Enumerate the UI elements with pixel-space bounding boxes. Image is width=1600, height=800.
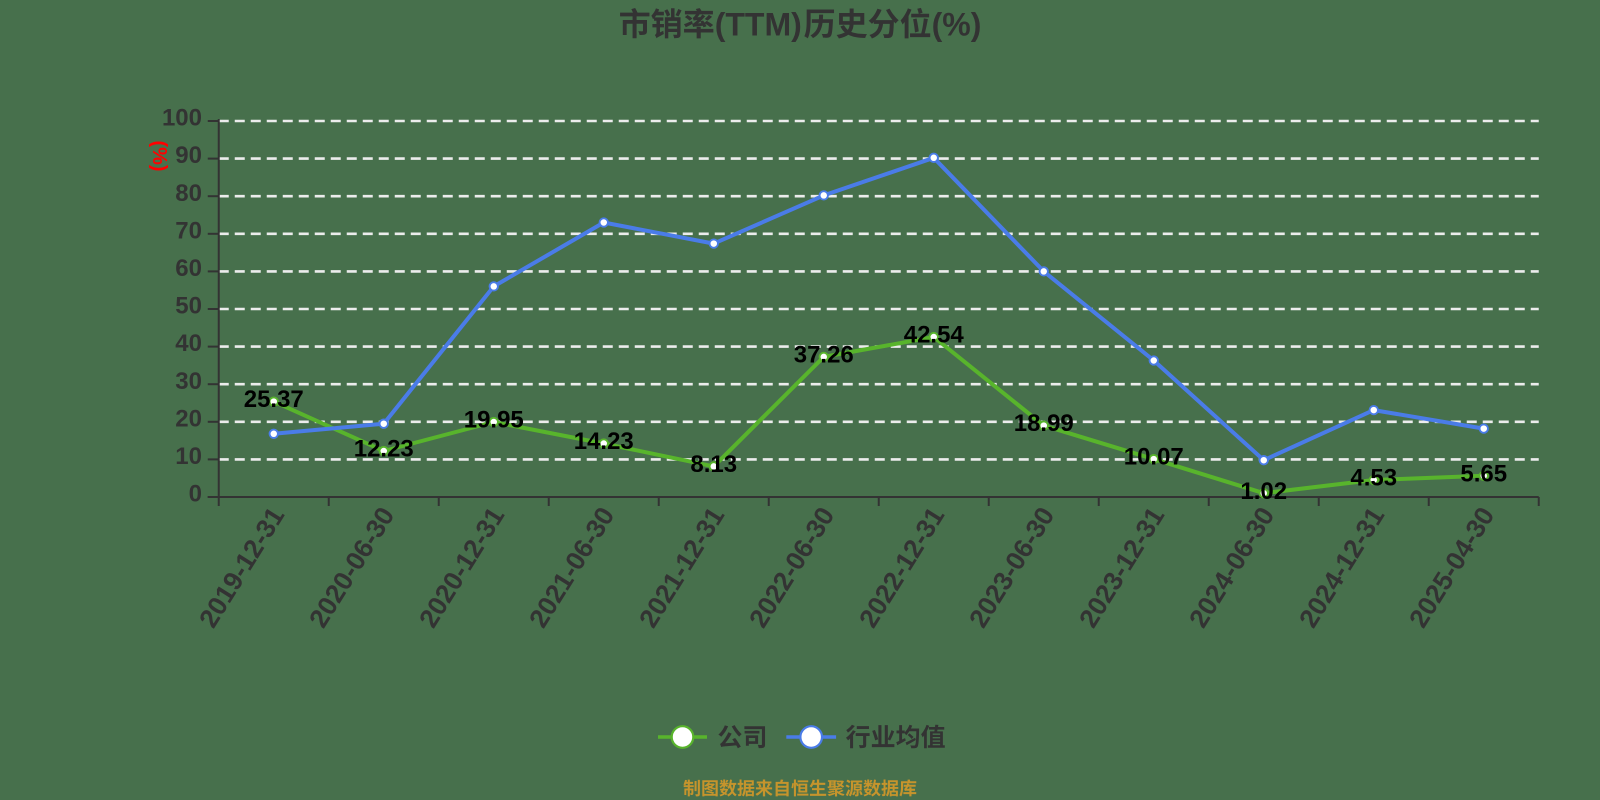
svg-text:19.95: 19.95 (464, 407, 524, 434)
svg-text:5.65: 5.65 (1460, 460, 1507, 487)
svg-text:2024-12-31: 2024-12-31 (1293, 502, 1390, 633)
svg-text:2023-06-30: 2023-06-30 (963, 502, 1060, 633)
svg-text:(TTM): (TTM) (715, 7, 802, 43)
svg-text:10: 10 (175, 443, 202, 470)
svg-text:8.13: 8.13 (690, 451, 737, 478)
svg-text:100: 100 (162, 105, 202, 132)
svg-text:42.54: 42.54 (904, 322, 965, 349)
svg-text:25.37: 25.37 (244, 386, 304, 413)
svg-text:2019-12-31: 2019-12-31 (193, 502, 290, 633)
svg-text:2022-12-31: 2022-12-31 (853, 502, 950, 633)
svg-text:2024-06-30: 2024-06-30 (1183, 502, 1280, 633)
svg-text:10.07: 10.07 (1124, 444, 1184, 471)
svg-text:37.26: 37.26 (794, 342, 854, 369)
svg-text:30: 30 (175, 368, 202, 395)
svg-text:(%): (%) (932, 7, 982, 43)
svg-text:2020-06-30: 2020-06-30 (303, 502, 400, 633)
svg-text:1.02: 1.02 (1240, 478, 1287, 505)
svg-text:14.23: 14.23 (574, 428, 634, 455)
svg-text:40: 40 (175, 330, 202, 357)
svg-text:(%): (%) (148, 140, 170, 171)
svg-text:2023-12-31: 2023-12-31 (1073, 502, 1170, 633)
svg-text:90: 90 (175, 142, 202, 169)
svg-text:12.23: 12.23 (354, 436, 414, 463)
svg-text:2021-12-31: 2021-12-31 (633, 502, 730, 633)
svg-text:0: 0 (189, 481, 202, 508)
svg-text:60: 60 (175, 255, 202, 282)
svg-text:2020-12-31: 2020-12-31 (413, 502, 510, 633)
svg-text:80: 80 (175, 180, 202, 207)
svg-text:2022-06-30: 2022-06-30 (743, 502, 840, 633)
svg-text:18.99: 18.99 (1014, 410, 1074, 437)
svg-text:2025-04-30: 2025-04-30 (1403, 502, 1500, 633)
svg-text:70: 70 (175, 217, 202, 244)
svg-text:2021-06-30: 2021-06-30 (523, 502, 620, 633)
svg-text:50: 50 (175, 293, 202, 320)
svg-text:4.53: 4.53 (1350, 465, 1397, 492)
svg-text:20: 20 (175, 405, 202, 432)
